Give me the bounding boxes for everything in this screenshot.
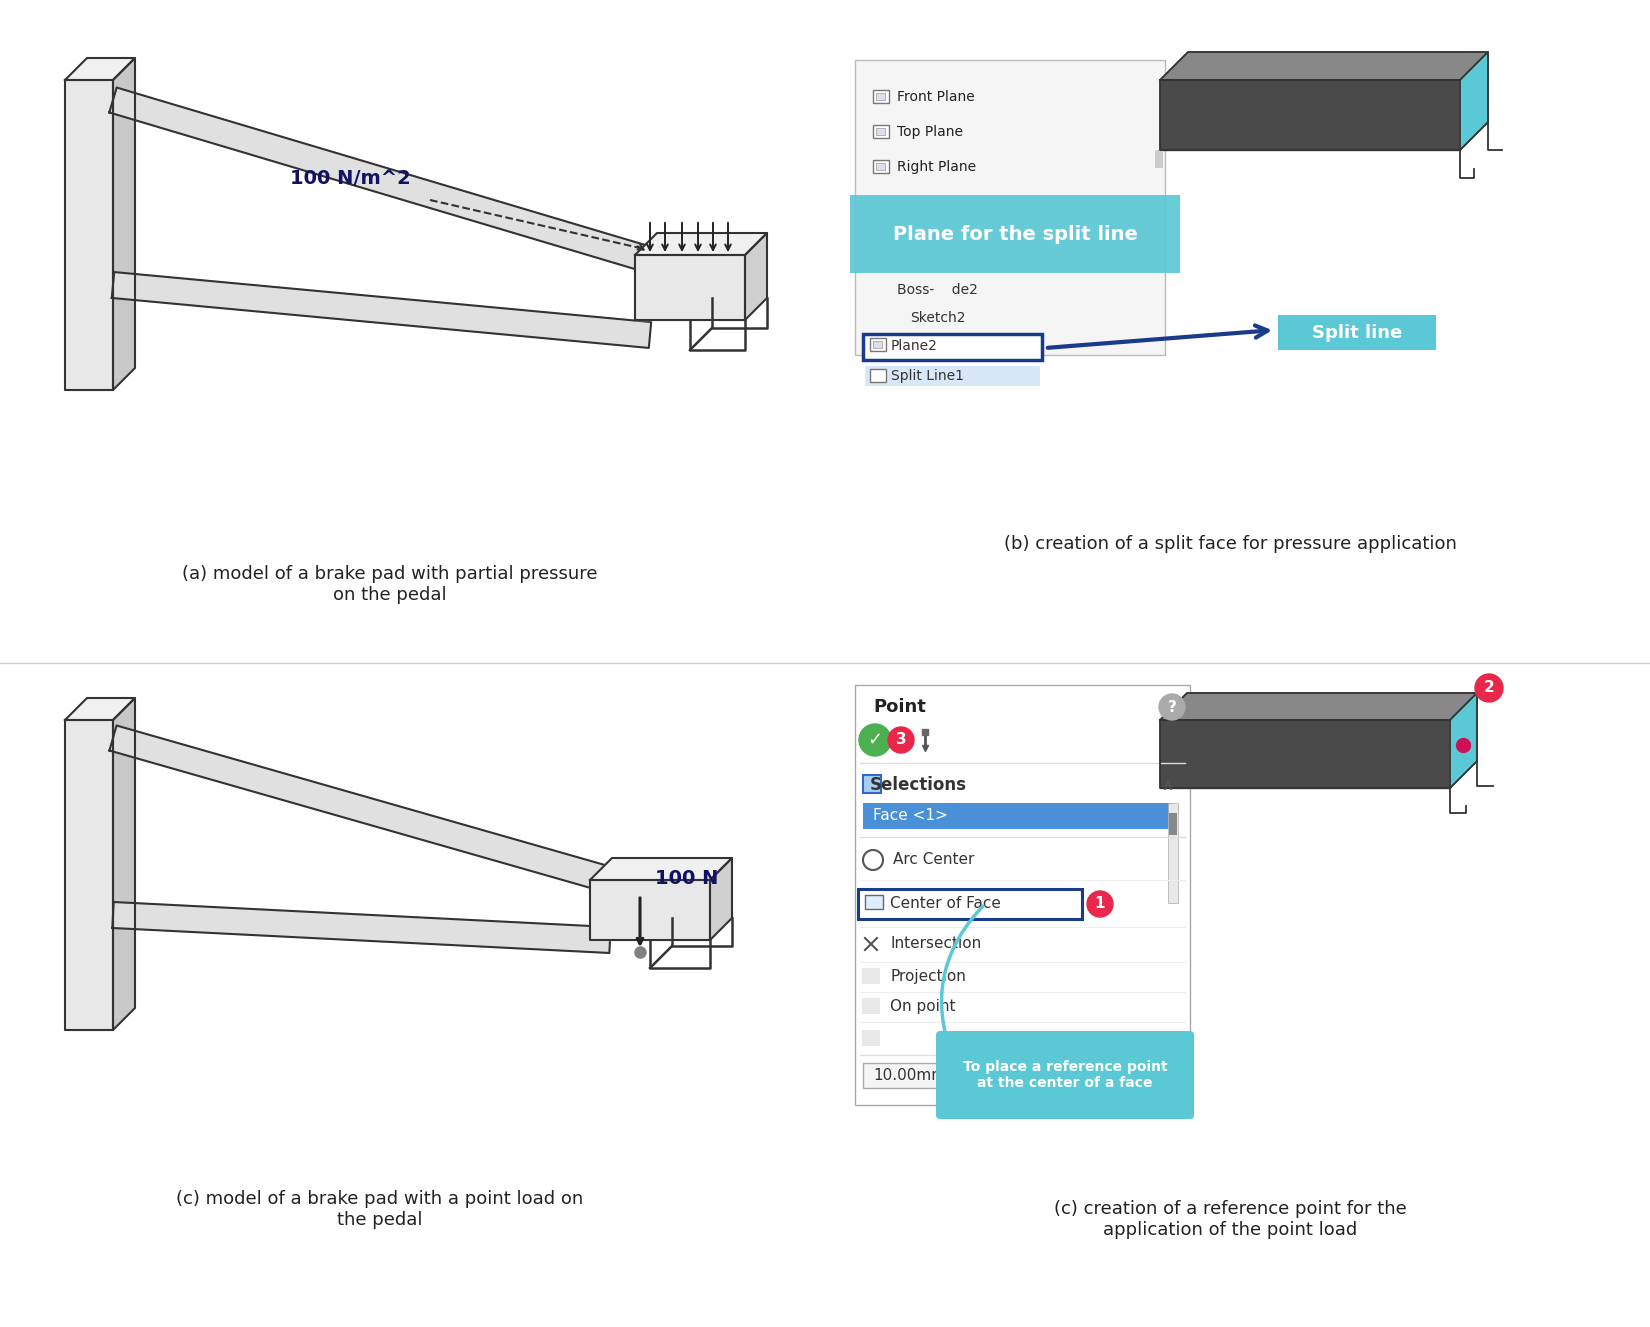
- Text: Boss-    de2: Boss- de2: [898, 283, 978, 297]
- Bar: [876, 127, 884, 135]
- Polygon shape: [1450, 693, 1477, 788]
- Text: Plane for the split line: Plane for the split line: [893, 224, 1137, 243]
- Polygon shape: [1460, 52, 1488, 150]
- Bar: [873, 341, 883, 348]
- Polygon shape: [112, 272, 652, 348]
- Text: Sketch2: Sketch2: [911, 311, 965, 325]
- Text: Center of Face: Center of Face: [889, 897, 1002, 912]
- Text: (b) creation of a split face for pressure application: (b) creation of a split face for pressur…: [1003, 535, 1457, 553]
- Text: 100 N/m^2: 100 N/m^2: [290, 169, 411, 188]
- Text: 10.00mm: 10.00mm: [873, 1067, 945, 1083]
- Text: 2: 2: [1483, 681, 1495, 695]
- Bar: [863, 803, 1173, 829]
- Polygon shape: [635, 234, 767, 255]
- Bar: [870, 338, 886, 352]
- Text: Split line: Split line: [1312, 324, 1402, 341]
- Bar: [1155, 150, 1163, 169]
- Polygon shape: [64, 698, 135, 721]
- Polygon shape: [1160, 721, 1450, 788]
- Bar: [865, 366, 1040, 386]
- Polygon shape: [64, 80, 112, 390]
- Text: ∧: ∧: [1162, 776, 1175, 794]
- Polygon shape: [112, 902, 610, 953]
- Polygon shape: [710, 859, 733, 940]
- Text: To place a reference point
at the center of a face: To place a reference point at the center…: [962, 1060, 1167, 1089]
- FancyBboxPatch shape: [855, 685, 1190, 1105]
- Text: Right Plane: Right Plane: [898, 161, 977, 174]
- Polygon shape: [109, 726, 614, 893]
- Text: Selections: Selections: [870, 776, 967, 794]
- FancyBboxPatch shape: [936, 1031, 1195, 1119]
- Bar: [1168, 813, 1176, 835]
- Polygon shape: [635, 255, 746, 320]
- Text: (c) creation of a reference point for the
application of the point load: (c) creation of a reference point for th…: [1054, 1200, 1406, 1239]
- Text: Front Plane: Front Plane: [898, 90, 975, 104]
- Polygon shape: [1160, 693, 1477, 721]
- Polygon shape: [1460, 52, 1488, 150]
- Circle shape: [1087, 890, 1114, 917]
- Bar: [865, 894, 883, 909]
- FancyBboxPatch shape: [855, 60, 1165, 356]
- Text: ✓: ✓: [868, 731, 883, 748]
- Text: 100 N: 100 N: [655, 869, 718, 888]
- Text: On point: On point: [889, 998, 955, 1014]
- Text: (c) model of a brake pad with a point load on
the pedal: (c) model of a brake pad with a point lo…: [177, 1190, 584, 1229]
- Polygon shape: [1160, 52, 1488, 80]
- Text: 3: 3: [896, 733, 906, 747]
- Text: Point: Point: [873, 698, 926, 717]
- Text: 1: 1: [1094, 897, 1106, 912]
- Bar: [876, 163, 884, 170]
- FancyBboxPatch shape: [861, 1030, 879, 1046]
- Circle shape: [860, 725, 891, 756]
- Text: ?: ?: [1168, 699, 1176, 714]
- Polygon shape: [746, 234, 767, 320]
- Circle shape: [888, 727, 914, 752]
- Text: Intersection: Intersection: [889, 937, 982, 951]
- Circle shape: [1475, 674, 1503, 702]
- Bar: [873, 125, 889, 138]
- Polygon shape: [64, 721, 112, 1030]
- Polygon shape: [64, 58, 135, 80]
- Polygon shape: [112, 698, 135, 1030]
- Bar: [873, 161, 889, 173]
- Text: Split Line1: Split Line1: [891, 369, 964, 384]
- Text: Plane2: Plane2: [891, 338, 937, 353]
- FancyBboxPatch shape: [1279, 314, 1436, 350]
- FancyBboxPatch shape: [863, 775, 881, 794]
- Circle shape: [1158, 694, 1185, 721]
- Bar: [870, 369, 886, 382]
- Bar: [873, 90, 889, 104]
- FancyBboxPatch shape: [850, 195, 1180, 273]
- Polygon shape: [109, 88, 653, 272]
- Polygon shape: [1160, 80, 1460, 150]
- FancyBboxPatch shape: [861, 998, 879, 1014]
- Text: Top Plane: Top Plane: [898, 125, 964, 139]
- FancyBboxPatch shape: [861, 967, 879, 985]
- Text: Face <1>: Face <1>: [873, 808, 947, 824]
- Polygon shape: [1450, 693, 1477, 788]
- Polygon shape: [591, 880, 710, 940]
- Text: Projection: Projection: [889, 969, 965, 983]
- Bar: [876, 93, 884, 100]
- FancyBboxPatch shape: [858, 889, 1082, 920]
- Text: (a) model of a brake pad with partial pressure
on the pedal: (a) model of a brake pad with partial pr…: [182, 565, 597, 604]
- FancyBboxPatch shape: [863, 1063, 1114, 1088]
- Text: Arc Center: Arc Center: [893, 852, 975, 868]
- FancyBboxPatch shape: [863, 334, 1043, 360]
- Bar: [1168, 803, 1178, 902]
- Polygon shape: [591, 859, 733, 880]
- Polygon shape: [112, 58, 135, 390]
